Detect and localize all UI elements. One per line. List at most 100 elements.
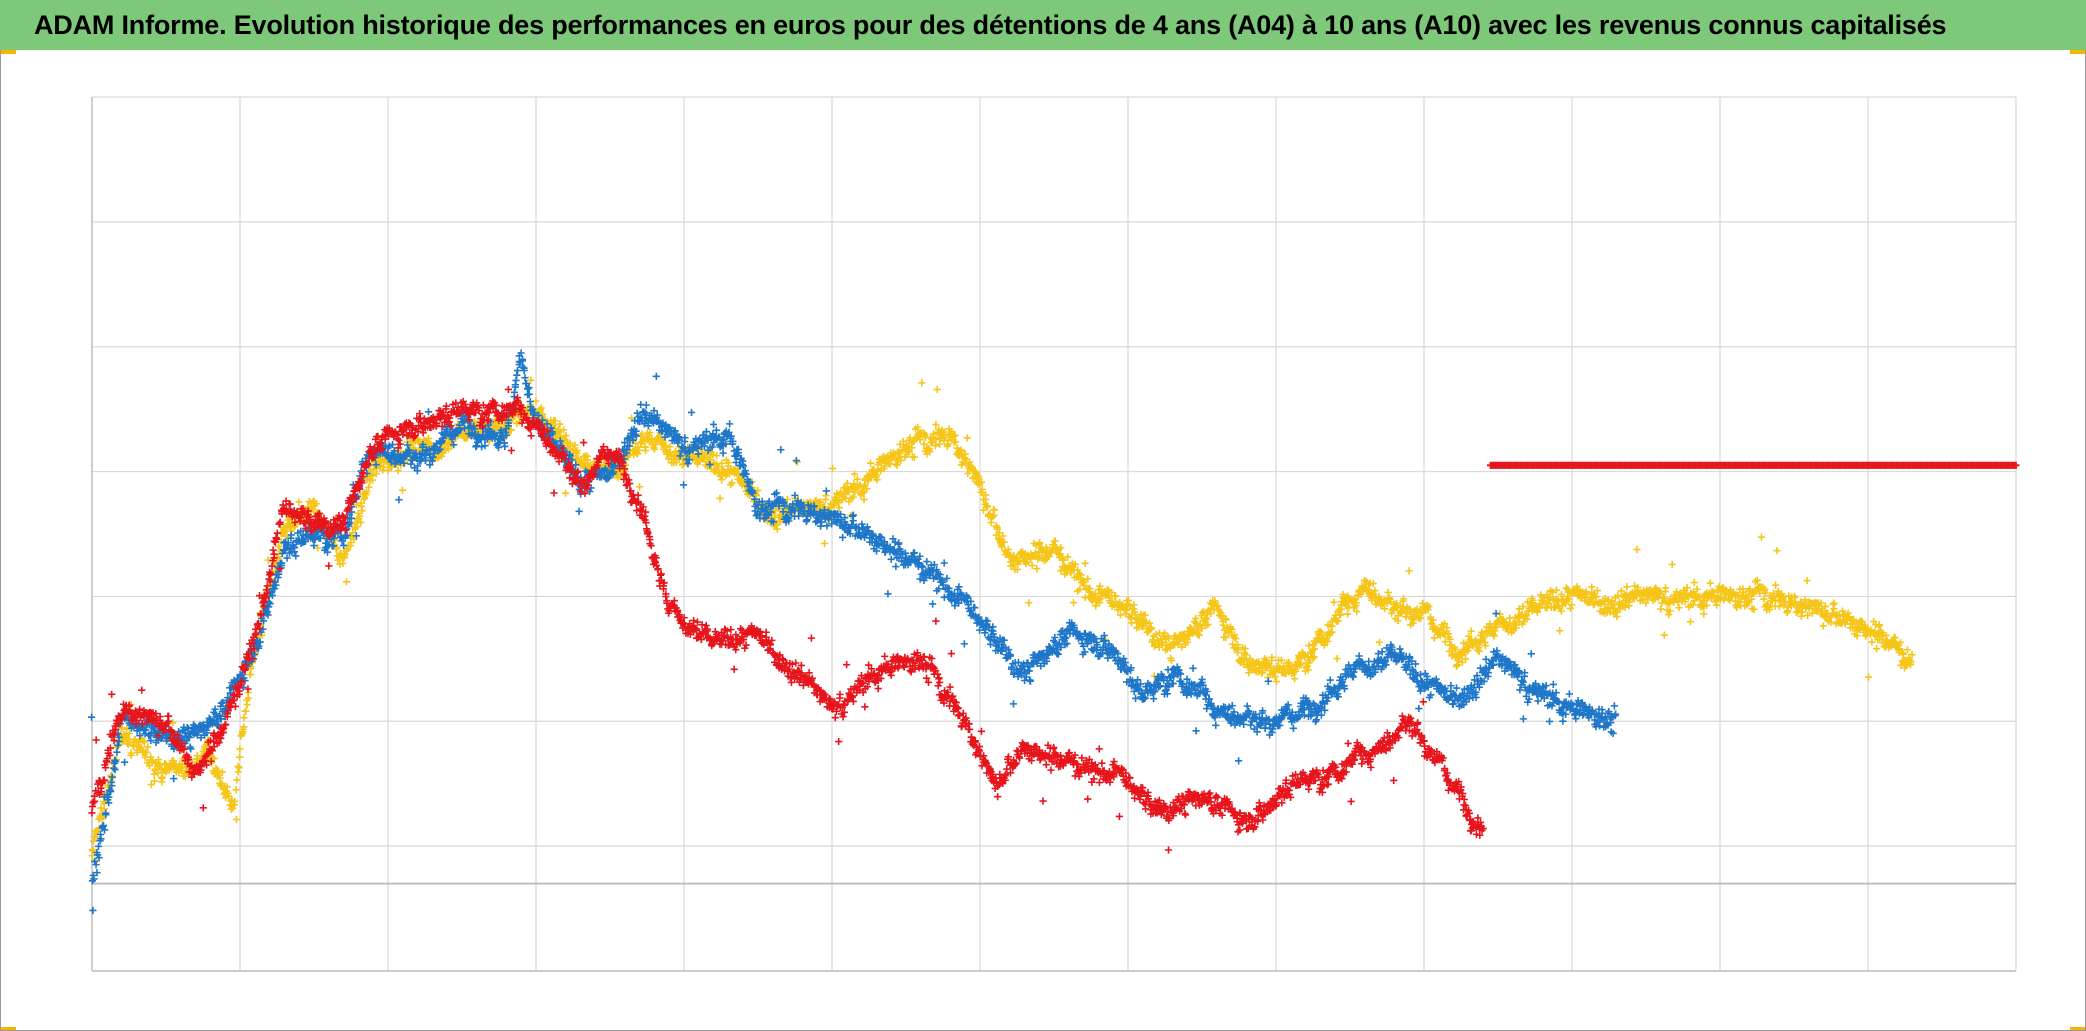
point-yellow — [527, 376, 535, 384]
point-yellow — [1333, 655, 1341, 663]
point-yellow — [333, 543, 341, 552]
point-yellow — [240, 723, 248, 731]
point-yellow — [368, 471, 376, 479]
point-yellow — [229, 804, 237, 812]
point-yellow — [89, 845, 97, 854]
point-blue — [1243, 702, 1251, 710]
point-yellow — [274, 553, 282, 561]
point-yellow — [232, 786, 240, 794]
point-blue — [940, 559, 948, 567]
point-blue — [575, 507, 583, 515]
point-yellow — [147, 780, 155, 789]
point-blue — [424, 408, 433, 416]
point-yellow — [123, 725, 131, 733]
point-yellow — [140, 738, 148, 746]
point-yellow — [283, 525, 291, 533]
point-blue — [652, 372, 660, 380]
point-blue — [792, 457, 800, 465]
point-blue — [839, 533, 847, 542]
point-blue — [892, 562, 900, 571]
point-yellow — [572, 449, 581, 458]
point-blue — [887, 555, 895, 563]
point-yellow — [365, 483, 373, 491]
scatter-chart — [87, 96, 2020, 972]
point-yellow — [1700, 610, 1708, 618]
point-blue — [822, 487, 830, 495]
point-yellow — [236, 753, 244, 761]
point-yellow — [578, 458, 586, 467]
point-yellow — [718, 476, 726, 484]
point-blue — [1415, 704, 1423, 713]
point-yellow — [1713, 601, 1721, 609]
point-yellow — [1668, 560, 1676, 568]
point-yellow — [1272, 678, 1281, 686]
point-yellow — [636, 483, 644, 491]
point-blue — [734, 445, 742, 454]
point-yellow — [169, 757, 178, 765]
point-yellow — [244, 694, 253, 702]
point-blue — [1026, 677, 1035, 685]
point-yellow — [555, 427, 563, 435]
point-yellow — [242, 707, 250, 715]
point-yellow — [124, 740, 132, 748]
point-yellow — [295, 498, 303, 506]
point-blue — [777, 446, 785, 454]
corner-accent-top-right — [2070, 50, 2086, 54]
corner-accent-bottom-right — [2070, 1027, 2086, 1031]
point-yellow — [341, 551, 349, 559]
point-blue — [633, 409, 641, 417]
point-blue — [525, 390, 533, 398]
point-yellow — [225, 792, 233, 800]
point-yellow — [314, 544, 322, 552]
point-blue — [513, 366, 522, 375]
point-yellow — [334, 556, 342, 564]
point-yellow — [169, 719, 177, 727]
point-yellow — [659, 438, 668, 446]
point-yellow — [358, 507, 366, 515]
corner-accent-top-left — [0, 50, 16, 54]
point-yellow — [1757, 533, 1766, 541]
point-yellow — [1633, 545, 1641, 554]
point-yellow — [820, 539, 829, 548]
series-yellow — [88, 376, 1916, 865]
point-yellow — [1875, 621, 1883, 629]
point-yellow — [218, 768, 226, 776]
point-blue — [292, 552, 300, 560]
point-yellow — [1706, 579, 1714, 587]
point-yellow — [583, 452, 592, 460]
point-yellow — [893, 461, 901, 469]
point-yellow — [223, 783, 231, 791]
point-blue — [1326, 676, 1334, 684]
point-yellow — [356, 512, 364, 520]
point-blue — [1189, 664, 1197, 672]
point-blue — [726, 420, 734, 428]
point-yellow — [394, 467, 402, 475]
point-yellow — [240, 714, 248, 722]
point-blue — [501, 442, 509, 451]
point-yellow — [234, 768, 242, 776]
point-blue — [513, 371, 521, 379]
point-yellow — [92, 833, 100, 841]
point-yellow — [154, 769, 162, 777]
point-blue — [687, 408, 696, 417]
point-blue — [960, 640, 968, 648]
point-yellow — [1111, 592, 1120, 600]
point-yellow — [282, 532, 290, 541]
point-yellow — [1124, 596, 1133, 605]
point-blue — [895, 539, 903, 547]
point-blue — [89, 906, 97, 915]
point-yellow — [145, 762, 154, 770]
point-yellow — [243, 700, 251, 709]
point-blue — [113, 748, 121, 756]
title-bar: ADAM Informe. Evolution historique des p… — [0, 0, 2086, 50]
point-yellow — [556, 420, 564, 428]
point-yellow — [537, 404, 545, 412]
point-yellow — [561, 489, 570, 497]
point-yellow — [150, 770, 158, 778]
point-yellow — [1556, 627, 1564, 635]
point-yellow — [1566, 604, 1574, 613]
point-yellow — [312, 500, 320, 508]
page-title: ADAM Informe. Evolution historique des p… — [34, 9, 1947, 40]
point-yellow — [216, 774, 224, 782]
point-yellow — [363, 488, 371, 496]
